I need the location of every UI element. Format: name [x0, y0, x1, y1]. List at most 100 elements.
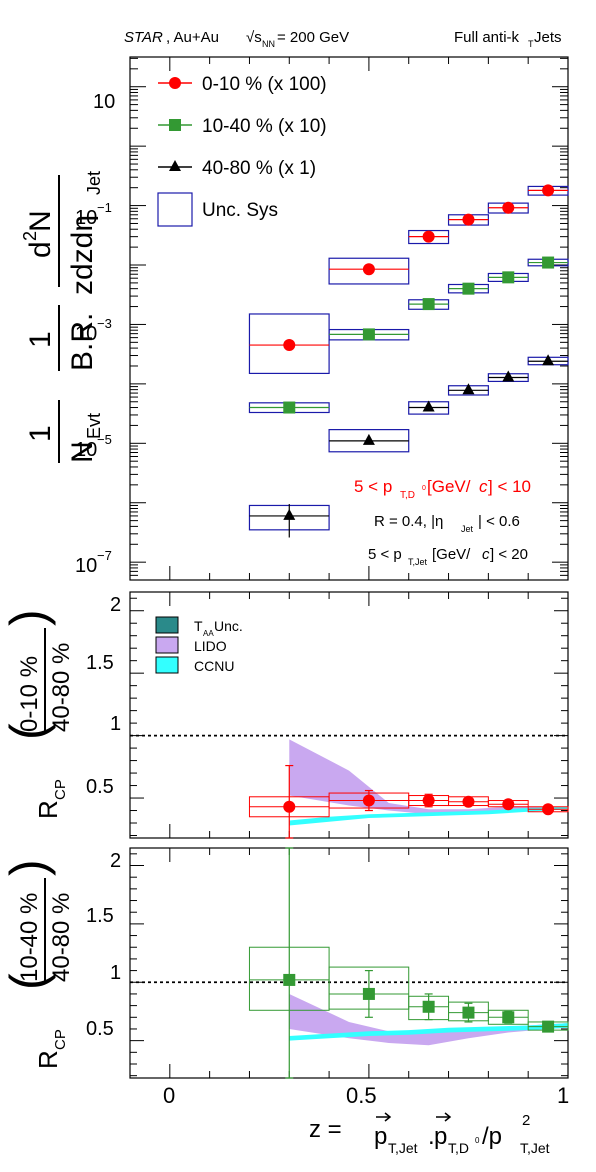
- header-energy: √s: [246, 29, 262, 46]
- legend-label-central: 0-10 % (x 100): [202, 74, 327, 95]
- x-label-p2: p: [434, 1123, 447, 1150]
- annotation-radius: R = 0.4, |η: [374, 513, 443, 530]
- x-label-p2-sup: 0: [475, 1136, 480, 1145]
- annotation-pt-d-c: c: [479, 477, 488, 496]
- data-point-circle: [462, 213, 475, 226]
- top-data-marks: [248, 184, 569, 538]
- model-band-ccnu: [289, 1023, 568, 1041]
- annotation-pt-jet-rest: [GeV/: [432, 546, 471, 563]
- paren-right: ): [0, 859, 56, 876]
- y-label-frac3-den-sub: Jet: [84, 171, 104, 195]
- x-label-p1-sub: T,Jet: [388, 1140, 418, 1156]
- data-point-circle: [422, 230, 435, 243]
- y-label-frac2-den: B.R.: [66, 313, 99, 371]
- y-tick-label: 10: [75, 323, 97, 345]
- top-annotations: 5 < p T,D 0 [GeV/ c ] < 10 R = 0.4, |η J…: [354, 477, 531, 567]
- data-point-square: [422, 1000, 435, 1013]
- data-point-triangle: [502, 370, 515, 382]
- y-label-frac3-den: zdzdη: [66, 215, 99, 295]
- legend-taa-label: T: [194, 618, 203, 634]
- data-point-square: [283, 973, 296, 986]
- x-tick-label: 1: [557, 1083, 569, 1108]
- data-point-circle: [362, 263, 375, 276]
- ratio-numerator: 10-40 %: [16, 893, 43, 982]
- data-point-square: [502, 1011, 515, 1024]
- y-tick-label: 1: [110, 713, 121, 735]
- data-point-square: [283, 401, 296, 414]
- vector-arrowhead-2: [444, 1112, 452, 1122]
- y-tick-label: 2: [110, 850, 121, 872]
- annotation-pt-jet-c: c: [482, 546, 490, 563]
- rcp-label: R: [33, 800, 63, 819]
- bottom-y-tick-labels: 0.5 1 1.5 2: [86, 850, 121, 1040]
- bottom-y-axis-label: R CP ( 10-40 % 40-80 % ): [0, 859, 75, 1069]
- middle-y-axis-label: R CP ( 0-10 % 40-80 % ): [0, 609, 75, 819]
- middle-legend: T AA Unc. LIDO CCNU: [155, 616, 243, 674]
- middle-axis-ticks: [129, 592, 569, 838]
- model-band-lido: [289, 739, 568, 815]
- legend-marker-circle: [169, 77, 181, 89]
- annotation-pt-d: 5 < p: [354, 477, 392, 496]
- legend-marker-square: [169, 119, 181, 131]
- legend-taa-sub: AA: [203, 629, 214, 638]
- y-label-frac1-num: 1: [24, 425, 57, 442]
- vector-arrowhead-1: [384, 1112, 392, 1122]
- y-tick-exp: −3: [97, 316, 112, 331]
- legend-taa-rest: Unc.: [214, 618, 243, 634]
- legend-lido-label: LIDO: [194, 638, 227, 654]
- legend-taa-swatch: [155, 616, 179, 634]
- y-tick-label: 10: [75, 207, 97, 229]
- annotation-radius-sub: Jet: [461, 524, 474, 534]
- data-point-square: [362, 328, 375, 341]
- annotation-pt-jet: 5 < p: [368, 546, 402, 563]
- middle-panel-frame: [129, 591, 569, 839]
- legend-lido-swatch: [155, 636, 179, 654]
- data-point-circle: [502, 798, 515, 811]
- legend-marker-triangle: [169, 160, 181, 171]
- sys-box: [248, 313, 330, 375]
- top-axis-ticks: [129, 57, 569, 580]
- legend-marker-box: [157, 192, 193, 227]
- y-tick-label: 1.5: [86, 652, 114, 674]
- data-point-square: [542, 256, 555, 269]
- data-point-triangle: [542, 354, 555, 366]
- data-point-square: [542, 1020, 555, 1033]
- legend-ccnu-label: CCNU: [194, 658, 234, 674]
- paren-left: (: [0, 973, 56, 990]
- data-point-triangle: [462, 383, 475, 395]
- top-y-tick-labels: 10 10 −1 10 −3 10 −5 10 −7: [75, 91, 115, 577]
- y-tick-exp: −5: [97, 432, 112, 447]
- y-label-frac3-num-sup: 2: [20, 231, 40, 241]
- bottom-axis-ticks: [129, 848, 569, 1078]
- y-tick-label: 0.5: [86, 776, 114, 798]
- legend-label-sys: Unc. Sys: [202, 200, 278, 221]
- annotation-radius-end: | < 0.6: [478, 513, 520, 530]
- x-tick-label: 0: [163, 1083, 175, 1108]
- ratio-denominator: 40-80 %: [48, 893, 75, 982]
- bottom-panel-frame: [129, 847, 569, 1079]
- legend-label-peripheral: 40-80 % (x 1): [202, 158, 316, 179]
- y-tick-exp: −1: [97, 200, 112, 215]
- annotation-pt-d-end: ] < 10: [488, 477, 531, 496]
- top-panel-frame: [129, 56, 569, 581]
- rcp-label: R: [33, 1050, 63, 1069]
- annotation-pt-jet-end: ] < 20: [490, 546, 528, 563]
- data-point-circle: [283, 339, 296, 352]
- y-label-frac3-num-rest: N: [24, 210, 57, 232]
- y-tick-label: 10: [93, 91, 115, 113]
- x-label-slash: /p: [482, 1123, 502, 1150]
- ratio-numerator: 0-10 %: [16, 656, 43, 732]
- y-tick-label: 0.5: [86, 1018, 114, 1040]
- x-label-p3-sup: 2: [522, 1112, 530, 1129]
- y-tick-label: 1.5: [86, 905, 114, 927]
- y-tick-exp: −7: [97, 548, 112, 563]
- data-point-circle: [542, 184, 555, 197]
- x-tick-labels: 0 0.5 1: [163, 1083, 569, 1108]
- data-point-square: [462, 282, 475, 295]
- annotation-pt-jet-sub: T,Jet: [408, 557, 428, 567]
- x-label-p3-sub: T,Jet: [520, 1140, 550, 1156]
- rcp-label-sub: CP: [52, 779, 69, 800]
- data-point-triangle: [362, 433, 375, 445]
- y-label-frac3-num: d: [24, 241, 57, 258]
- legend-label-mid: 10-40 % (x 10): [202, 116, 327, 137]
